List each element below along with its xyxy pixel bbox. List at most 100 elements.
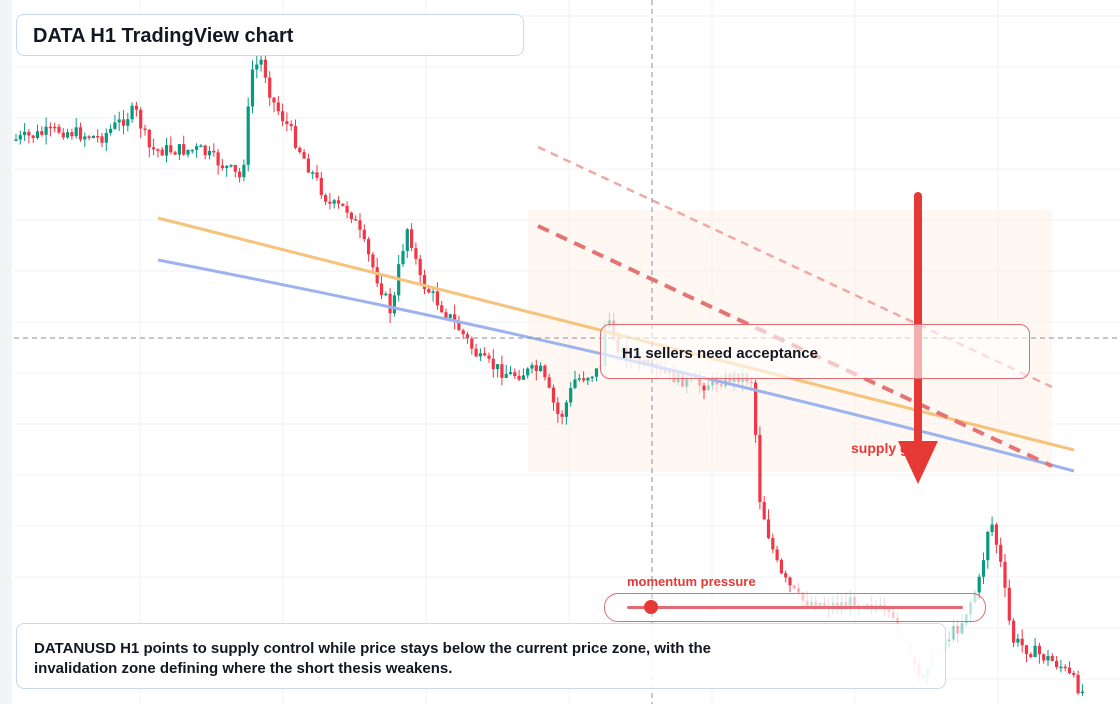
candle-down [362,229,366,240]
candle-down [289,124,293,127]
candle-up [590,376,594,379]
candle-up [1046,656,1050,661]
candle-down [302,152,306,159]
candle-down [1055,660,1059,668]
candle-down [835,602,839,608]
candle-down [556,402,560,414]
momentum-handle[interactable] [643,600,658,614]
candle-up [246,106,250,165]
momentum-track-line [627,606,963,609]
candle-down [27,131,31,136]
chart-title: DATA H1 TradingView chart [33,25,294,47]
acceptance-box: H1 sellers need acceptance [600,324,1030,379]
candle-down [319,177,323,196]
supply-gate-label: supply gate [851,440,929,456]
candle-down [216,152,220,166]
candle-down [220,165,224,168]
candle-down [444,312,448,318]
candle-down [457,321,461,331]
candle-up [986,531,990,561]
candle-up [1080,691,1084,694]
candle-down [582,378,586,381]
candle-down [758,434,762,503]
candle-down [306,158,310,173]
candle-down [48,126,52,129]
candle-down [1050,656,1054,661]
candle-down [680,371,685,387]
candle-up [207,150,212,156]
candle-up [951,625,955,640]
candle-down [762,502,766,520]
candle-up [504,374,508,378]
candle-down [152,147,156,150]
candle-up [117,119,121,123]
candle-down [805,600,809,606]
candle-down [375,267,379,284]
title-box: DATA H1 TradingView chart [16,14,524,56]
candle-down [465,334,470,339]
candle-up [405,229,409,251]
candle-up [83,136,87,140]
candle-down [1072,672,1076,675]
candle-up [530,365,534,369]
candle-up [496,364,500,370]
candle-down [775,549,779,560]
candle-up [229,164,233,167]
candle-down [814,601,818,609]
candle-down [143,128,147,131]
candle-down [513,372,517,377]
candle-down [367,239,371,255]
candle-up [878,604,882,607]
candle-down [263,59,267,78]
candle-up [104,132,108,143]
candle-down [53,126,57,129]
candle-up [113,122,117,129]
candle-down [358,220,362,230]
candle-down [169,145,173,153]
candle-down [203,145,207,156]
candle-down [212,150,216,153]
candle-down [281,111,285,122]
candle-up [848,596,852,606]
candle-up [569,388,573,403]
candle-down [379,283,384,295]
candle-up [809,601,814,606]
candle-up [225,165,229,168]
candle-up [1016,638,1020,643]
candle-down [1067,667,1072,673]
candle-down [487,355,491,359]
candle-up [478,353,482,357]
candle-down [1042,654,1046,661]
sell-arrow-head [898,441,938,484]
candle-up [577,378,581,380]
candle-down [543,365,547,378]
candle-down [1012,620,1016,643]
candle-down [324,195,328,202]
candle-up [594,368,599,377]
candle-up [685,377,689,387]
candle-down [994,524,998,545]
candle-down [134,105,138,110]
candle-down [491,358,495,370]
momentum-slider[interactable] [604,593,986,622]
candle-down [1024,645,1029,655]
candle-down [410,229,414,248]
candle-down [440,305,444,313]
candle-down [87,136,91,138]
candle-down [427,289,431,293]
candle-down [698,377,702,386]
candle-up [448,314,452,318]
candle-down [560,413,564,417]
candle-down [70,132,74,137]
candle-up [14,139,18,141]
momentum-label: momentum pressure [627,574,756,589]
candle-down [822,603,826,606]
candle-up [990,524,994,532]
candle-up [526,368,530,376]
candle-down [801,592,805,601]
candle-up [573,379,577,389]
candle-down [147,129,151,148]
candle-down [784,573,788,578]
candle-down [298,147,302,153]
candle-up [66,132,70,138]
